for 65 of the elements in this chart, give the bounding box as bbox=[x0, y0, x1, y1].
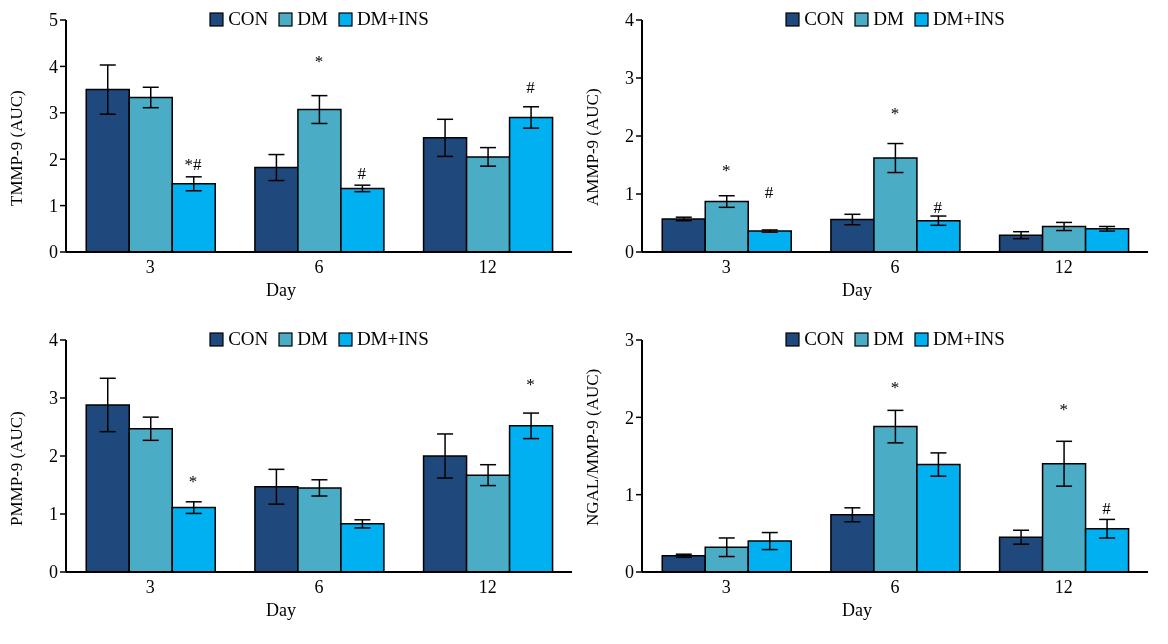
x-tick-label: 6 bbox=[314, 256, 324, 277]
x-tick-label: 3 bbox=[145, 256, 155, 277]
x-axis-title: Day bbox=[266, 600, 296, 620]
x-tick-label: 12 bbox=[478, 576, 497, 597]
y-tick-label: 3 bbox=[49, 103, 58, 124]
x-tick-label: 12 bbox=[478, 256, 497, 277]
y-tick-label: 2 bbox=[49, 149, 58, 170]
legend-label: DM+INS bbox=[932, 328, 1005, 350]
y-tick-label: 4 bbox=[49, 56, 58, 77]
annotation: # bbox=[933, 197, 943, 217]
x-tick-label: 12 bbox=[1054, 576, 1073, 597]
y-tick-label: 2 bbox=[49, 446, 58, 467]
y-tick-label: 2 bbox=[625, 407, 634, 428]
annotation: * bbox=[314, 51, 324, 71]
x-tick-label: 6 bbox=[890, 576, 900, 597]
annotation: * bbox=[890, 378, 900, 398]
y-tick-label: 2 bbox=[625, 126, 634, 147]
x-axis-title: Day bbox=[842, 280, 872, 300]
x-axis-title: Day bbox=[266, 280, 296, 300]
legend-label: DM bbox=[873, 8, 904, 30]
y-tick-label: 5 bbox=[49, 10, 58, 31]
annotation: # bbox=[764, 182, 774, 202]
y-tick-label: 3 bbox=[625, 330, 634, 351]
legend-label: DM bbox=[873, 328, 904, 350]
y-tick-label: 4 bbox=[49, 330, 58, 351]
y-tick-label: 3 bbox=[625, 68, 634, 89]
legend-label: CON bbox=[228, 8, 269, 30]
y-tick-label: 1 bbox=[625, 184, 634, 205]
y-axis-title: TMMP-9 (AUC) bbox=[7, 90, 27, 206]
annotation: # bbox=[357, 163, 367, 183]
legend-label: CON bbox=[804, 8, 845, 30]
annotation: *# bbox=[184, 154, 203, 174]
legend-label: DM bbox=[297, 8, 328, 30]
x-tick-label: 3 bbox=[721, 576, 731, 597]
legend-label: DM+INS bbox=[356, 8, 429, 30]
annotation: * bbox=[526, 375, 535, 395]
y-tick-label: 1 bbox=[49, 195, 58, 216]
y-tick-label: 4 bbox=[625, 10, 634, 31]
y-tick-label: 0 bbox=[625, 242, 634, 263]
x-tick-label: 12 bbox=[1054, 256, 1073, 277]
legend-label: DM bbox=[297, 328, 328, 350]
y-tick-label: 0 bbox=[625, 562, 634, 583]
y-tick-label: 1 bbox=[49, 504, 58, 525]
annotation: * bbox=[1059, 399, 1068, 419]
legend-label: DM+INS bbox=[932, 8, 1005, 30]
annotation: * bbox=[890, 104, 900, 124]
legend-label: CON bbox=[228, 328, 269, 350]
annotation: * bbox=[722, 161, 731, 181]
y-tick-label: 3 bbox=[49, 388, 58, 409]
y-tick-label: 0 bbox=[49, 562, 58, 583]
legend-label: DM+INS bbox=[356, 328, 429, 350]
x-tick-label: 6 bbox=[890, 256, 900, 277]
y-axis-title: PMMP-9 (AUC) bbox=[7, 411, 27, 526]
y-tick-label: 0 bbox=[49, 242, 58, 263]
y-axis-title: AMMP-9 (AUC) bbox=[583, 88, 603, 206]
annotation: # bbox=[526, 78, 536, 97]
y-axis-title: NGAL/MMP-9 (AUC) bbox=[583, 368, 603, 526]
annotation: * bbox=[188, 472, 198, 492]
x-tick-label: 3 bbox=[721, 256, 731, 277]
x-tick-label: 6 bbox=[314, 576, 324, 597]
annotation: # bbox=[1102, 499, 1112, 519]
x-axis-title: Day bbox=[842, 600, 872, 620]
y-tick-label: 1 bbox=[625, 485, 634, 506]
legend-label: CON bbox=[804, 328, 845, 350]
x-tick-label: 3 bbox=[145, 576, 155, 597]
